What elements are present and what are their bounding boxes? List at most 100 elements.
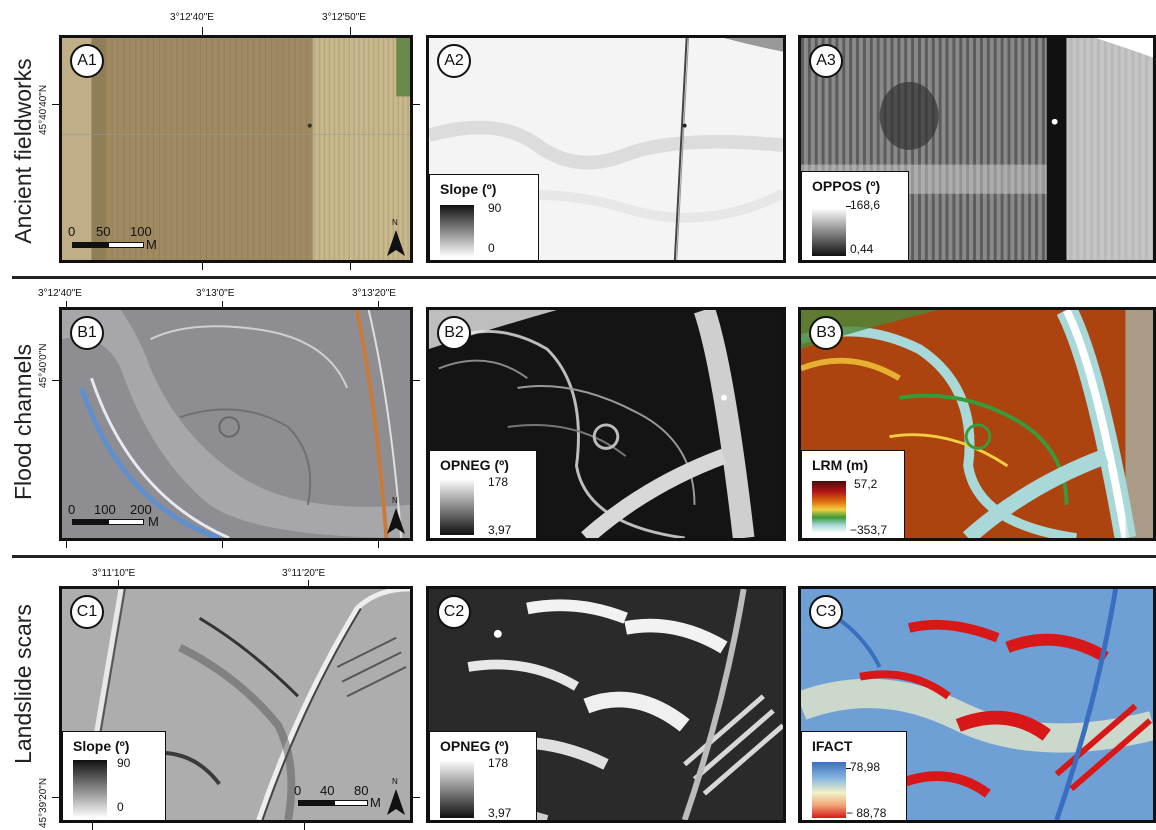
legend-title: OPNEG (º): [440, 738, 509, 754]
coord-tick: [52, 797, 60, 798]
panel-a3-oppos: A3 OPPOS (º) 168,6 0,44: [798, 35, 1156, 263]
coord-tick: [66, 301, 67, 309]
coord-tick: [304, 822, 305, 830]
legend-slope: Slope (º) 90 0: [429, 174, 539, 260]
legend-title: Slope (º): [73, 738, 130, 754]
scale-label-1: 100: [94, 502, 116, 517]
coord-tick: [52, 380, 60, 381]
coord-b-left: 45°40'0"N: [38, 343, 49, 389]
coord-tick: [222, 540, 223, 548]
scale-label-2: 80: [354, 783, 369, 798]
scale-label-0: 0: [68, 224, 76, 239]
panel-a1-aerial-photo: A1 0 50 100 M N: [59, 35, 413, 263]
coord-tick: [222, 301, 223, 309]
legend-title: Slope (º): [440, 181, 497, 197]
legend-ramp: [440, 479, 474, 535]
legend-title: OPPOS (º): [812, 178, 881, 194]
scale-unit: M: [370, 795, 381, 810]
legend-min: 0: [117, 800, 124, 814]
scale-label-1: 50: [96, 224, 111, 239]
legend-max: 178: [488, 756, 509, 770]
panel-badge-b1: B1: [70, 316, 104, 350]
legend-tick: [846, 768, 851, 769]
coord-a-left: 45°40'40"N: [38, 84, 49, 135]
row-separator-1: [12, 276, 1156, 279]
panel-c1-slope: C1 Slope (º) 90 0 0 40 80 M N: [59, 586, 413, 823]
legend-opneg: OPNEG (º) 178 3,97: [429, 450, 537, 538]
legend-lrm: LRM (m) 57,2 −353,7: [801, 450, 905, 538]
legend-max: 168,6: [850, 198, 881, 212]
scale-segment-dark: [72, 242, 108, 248]
legend-ramp: [812, 481, 846, 533]
legend-max: 90: [488, 201, 502, 215]
scale-segment-dark: [298, 800, 334, 806]
legend-ramp: [73, 760, 107, 818]
scale-segment-light: [108, 242, 144, 248]
scale-unit: M: [146, 237, 157, 252]
coord-tick: [202, 27, 203, 35]
scale-bar: 0 40 80 M: [290, 783, 390, 813]
coord-tick: [66, 540, 67, 548]
hillshade-image: [62, 310, 410, 538]
legend-max: 90: [117, 756, 131, 770]
panel-b3-lrm: B3 LRM (m) 57,2 −353,7: [798, 307, 1156, 541]
legend-min: 0: [488, 241, 495, 255]
panel-badge-c1: C1: [70, 595, 104, 629]
coord-c-top-1: 3°11'10"E: [92, 568, 136, 579]
legend-min: 3,97: [488, 806, 512, 820]
north-label: N: [392, 218, 398, 227]
panel-c3-ifact: C3 IFACT 78,98 − 88,78: [798, 586, 1156, 823]
coord-a-top-1: 3°12'40"E: [170, 12, 214, 23]
north-label: N: [392, 496, 398, 505]
coord-tick: [52, 104, 60, 105]
coord-c-top-2: 3°11'20"E: [282, 568, 326, 579]
legend-min: 0,44: [850, 242, 874, 256]
coord-b-top-2: 3°13'0"E: [196, 288, 235, 299]
legend-slope-c1: Slope (º) 90 0: [62, 731, 166, 820]
coord-c-left: 45°39'20"N: [38, 777, 49, 828]
north-arrow-icon: N: [385, 777, 407, 817]
legend-title: OPNEG (º): [440, 457, 509, 473]
legend-max: 178: [488, 475, 509, 489]
scale-label-1: 40: [320, 783, 335, 798]
panel-badge-a3: A3: [809, 44, 843, 78]
coord-tick: [412, 104, 420, 105]
panel-badge-b2: B2: [437, 316, 471, 350]
legend-ifact: IFACT 78,98 − 88,78: [801, 731, 907, 820]
panel-badge-c2: C2: [437, 595, 471, 629]
north-arrow-icon: N: [385, 218, 407, 258]
legend-title: IFACT: [812, 738, 853, 754]
coord-tick: [350, 262, 351, 270]
oppos-map-image: [801, 38, 1153, 260]
legend-tick: [846, 206, 851, 207]
scale-segment-light: [108, 519, 144, 525]
scale-label-2: 100: [130, 224, 152, 239]
scale-bar: 0 100 200 M: [68, 502, 268, 532]
coord-tick: [350, 27, 351, 35]
legend-min: −353,7: [850, 523, 888, 537]
legend-ramp: [440, 760, 474, 818]
north-arrow-icon: N: [385, 496, 407, 536]
scale-segment-light: [334, 800, 368, 806]
panel-c2-opneg: C2 OPNEG (º) 178 3,97: [426, 586, 786, 823]
panel-badge-c3: C3: [809, 595, 843, 629]
scale-label-0: 0: [68, 502, 76, 517]
scale-unit: M: [148, 514, 159, 529]
scale-label-2: 200: [130, 502, 152, 517]
legend-max: 78,98: [850, 760, 881, 774]
coord-tick: [412, 797, 420, 798]
panel-a2-slope: A2 Slope (º) 90 0: [426, 35, 786, 263]
panel-badge-a2: A2: [437, 44, 471, 78]
aerial-photo-image: [62, 38, 410, 260]
legend-title: LRM (m): [812, 457, 868, 473]
row-label-landslide-scars: Landslide scars: [10, 604, 36, 764]
legend-ramp: [812, 762, 846, 818]
scale-bar: 0 50 100 M: [68, 224, 268, 254]
legend-max: 57,2: [854, 477, 878, 491]
panel-b2-opneg: B2 OPNEG (º) 178 3,97: [426, 307, 786, 541]
legend-min: − 88,78: [846, 806, 887, 820]
coord-b-top-3: 3°13'20"E: [352, 288, 396, 299]
row-label-ancient-fieldworks: Ancient fieldworks: [10, 58, 36, 244]
scale-segment-dark: [72, 519, 108, 525]
coord-tick: [412, 380, 420, 381]
